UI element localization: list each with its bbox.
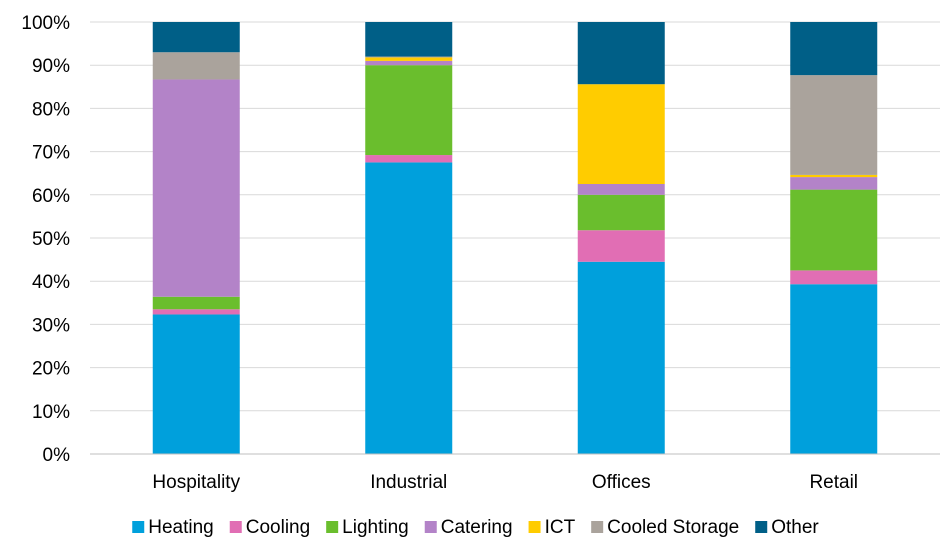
- bars: [152, 22, 878, 454]
- legend-label: ICT: [545, 517, 576, 538]
- legend-item: Cooled Storage: [591, 517, 739, 538]
- bar-segment-lighting: [790, 189, 878, 271]
- axes: 0% 10% 20% 30% 40% 50% 60% 70% 80% 90% 100% Hospita…: [21, 13, 940, 493]
- x-category-label: Offices: [592, 472, 651, 493]
- bar-segment-catering: [152, 79, 240, 297]
- legend-swatch: [755, 521, 768, 533]
- bar-segment-catering: [365, 60, 453, 66]
- bar-segment-cooling: [577, 230, 665, 262]
- bar-segment-cooled-storage: [365, 56, 453, 58]
- bar-segment-ict: [577, 84, 665, 184]
- bar-segment-cooling: [152, 309, 240, 315]
- bar-segment-other: [152, 22, 240, 53]
- legend-item: ICT: [528, 517, 576, 538]
- legend-label: Catering: [441, 517, 513, 538]
- y-tick-label: 50%: [32, 229, 70, 250]
- y-tick-label: 20%: [32, 359, 70, 380]
- legend-label: Lighting: [342, 517, 409, 538]
- legend-label: Heating: [148, 517, 214, 538]
- bar-segment-cooled-storage: [152, 52, 240, 80]
- bar-segment-lighting: [577, 194, 665, 231]
- bar-segment-lighting: [365, 65, 453, 156]
- y-tick-label: 30%: [32, 315, 70, 336]
- bar-segment-other: [365, 22, 453, 57]
- legend-item: Heating: [132, 517, 214, 538]
- y-tick-label: 90%: [32, 56, 70, 77]
- legend: Heating Cooling Lighting Catering ICT Cooled …: [132, 517, 819, 538]
- bar-segment-lighting: [152, 296, 240, 310]
- legend-swatch: [229, 521, 242, 533]
- bar-segment-catering: [577, 184, 665, 195]
- bar-segment-heating: [577, 261, 665, 454]
- bar-segment-heating: [790, 284, 878, 454]
- legend-item: Cooling: [229, 517, 310, 538]
- bar-segment-cooling: [790, 270, 878, 285]
- bar-segment-heating: [152, 314, 240, 454]
- x-category-label: Hospitality: [152, 472, 240, 493]
- legend-item: Lighting: [326, 517, 409, 538]
- legend-swatch: [528, 521, 541, 533]
- y-tick-label: 10%: [32, 402, 70, 423]
- bar-segment-ict: [790, 174, 878, 178]
- legend-label: Cooling: [246, 517, 310, 538]
- bar-segment-cooled-storage: [790, 75, 878, 175]
- bar-segment-other: [577, 22, 665, 85]
- bar-segment-cooling: [365, 155, 453, 163]
- y-tick-label: 0%: [43, 445, 71, 466]
- legend-swatch: [591, 521, 604, 533]
- legend-item: Other: [755, 517, 819, 538]
- y-tick-label: 40%: [32, 272, 70, 293]
- y-tick-label: 60%: [32, 186, 70, 207]
- y-tick-label: 70%: [32, 143, 70, 164]
- bar-segment-catering: [790, 177, 878, 190]
- y-tick-label: 100%: [21, 13, 70, 34]
- legend-swatch: [326, 521, 339, 533]
- bar-segment-other: [790, 22, 878, 76]
- legend-label: Other: [771, 517, 819, 538]
- y-tick-label: 80%: [32, 99, 70, 120]
- x-category-label: Retail: [809, 472, 858, 493]
- legend-label: Cooled Storage: [607, 517, 739, 538]
- legend-swatch: [424, 521, 437, 533]
- bar-segment-ict: [365, 57, 453, 61]
- bar-segment-heating: [365, 162, 453, 454]
- x-category-label: Industrial: [370, 472, 447, 493]
- legend-item: Catering: [424, 517, 513, 538]
- legend-swatch: [132, 521, 145, 533]
